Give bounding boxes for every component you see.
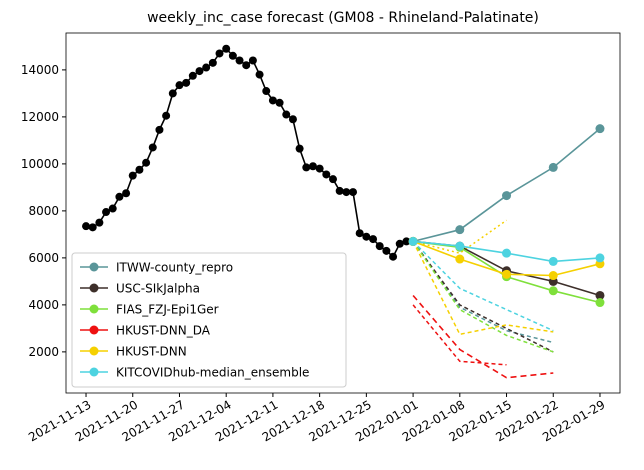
lower-line: [412, 304, 507, 366]
observed-point: [122, 189, 131, 198]
observed-point: [322, 170, 331, 179]
observed-point: [369, 235, 378, 244]
observed-point: [88, 223, 97, 232]
observed-point: [295, 144, 304, 153]
y-tick-label: 10000: [21, 157, 59, 171]
observed-point: [282, 110, 291, 119]
chart-title: weekly_inc_case forecast (GM08 - Rhinela…: [147, 10, 539, 26]
observed-point: [308, 162, 317, 171]
observed-point: [162, 111, 171, 120]
series-point: [502, 191, 512, 201]
observed-point: [402, 237, 411, 246]
observed-point: [248, 56, 257, 65]
observed-point: [275, 98, 284, 107]
series-point: [548, 162, 558, 172]
observed-point: [382, 246, 391, 255]
observed-point: [195, 67, 204, 76]
observed-point: [175, 81, 184, 90]
series-point: [548, 256, 558, 266]
observed-point: [355, 229, 364, 238]
y-tick-label: 14000: [21, 63, 59, 77]
observed-point: [135, 165, 144, 174]
observed-point: [242, 61, 251, 70]
series-point: [548, 286, 558, 296]
observed-point: [395, 239, 404, 248]
observed-point: [255, 70, 264, 79]
observed-point: [95, 218, 104, 227]
legend-marker: [89, 304, 99, 314]
y-tick-label: 6000: [28, 251, 59, 265]
observed-point: [342, 188, 351, 197]
observed-point: [222, 44, 231, 53]
plot-frame: [65, 32, 621, 394]
legend-label: FIAS_FZJ-Epi1Ger: [116, 303, 219, 317]
legend-marker: [89, 367, 99, 377]
y-tick-label: 12000: [21, 110, 59, 124]
observed-point: [208, 58, 217, 67]
observed-point: [228, 51, 237, 60]
observed-point: [142, 158, 151, 167]
observed-point: [202, 63, 211, 72]
series-point: [502, 269, 512, 279]
series-point: [502, 248, 512, 258]
series-point: [595, 124, 605, 134]
observed-point: [362, 232, 371, 241]
y-tick-label: 4000: [28, 298, 59, 312]
y-tick-label: 2000: [28, 345, 59, 359]
legend-label: KITCOVIDhub-median_ensemble: [116, 366, 309, 380]
observed-point: [235, 56, 244, 65]
series-point: [548, 271, 558, 281]
legend-label: HKUST-DNN: [116, 345, 187, 359]
series-point: [455, 225, 465, 235]
upper-line: [412, 219, 507, 255]
series-line: [412, 294, 554, 379]
observed-point: [375, 242, 384, 251]
observed-point: [349, 188, 358, 197]
observed-point: [102, 208, 111, 217]
observed-point: [155, 125, 164, 134]
legend-marker: [89, 283, 99, 293]
legend-label: HKUST-DNN_DA: [116, 324, 211, 338]
observed-point: [389, 252, 398, 261]
series-point: [408, 236, 418, 246]
observed-point: [115, 192, 124, 201]
lower-line: [412, 240, 554, 353]
series-point: [455, 254, 465, 264]
legend-marker: [89, 262, 99, 272]
legend-label: USC-SIkJalpha: [116, 282, 200, 296]
series-point: [595, 298, 605, 308]
observed-point: [262, 87, 271, 96]
observed-point: [188, 71, 197, 80]
observed-point: [182, 78, 191, 87]
lower-line: [412, 240, 554, 344]
observed-point: [302, 163, 311, 172]
observed-point: [288, 115, 297, 124]
observed-point: [108, 204, 117, 213]
observed-point: [315, 164, 324, 173]
observed-point: [168, 89, 177, 98]
observed-point: [335, 186, 344, 195]
observed-point: [268, 96, 277, 105]
lower-line: [412, 240, 554, 332]
lower-line: [412, 241, 554, 336]
observed-point: [82, 222, 91, 231]
legend-label: ITWW-county_repro: [116, 261, 233, 275]
observed-point: [215, 49, 224, 58]
series-point: [595, 290, 605, 300]
legend-marker: [89, 346, 99, 356]
observed-point: [128, 171, 137, 180]
y-tick-label: 8000: [28, 204, 59, 218]
series-point: [455, 241, 465, 251]
observed-point: [148, 143, 157, 152]
series-point: [595, 253, 605, 263]
legend-marker: [89, 325, 99, 335]
observed-point: [328, 175, 337, 184]
legend-frame: [71, 252, 347, 388]
